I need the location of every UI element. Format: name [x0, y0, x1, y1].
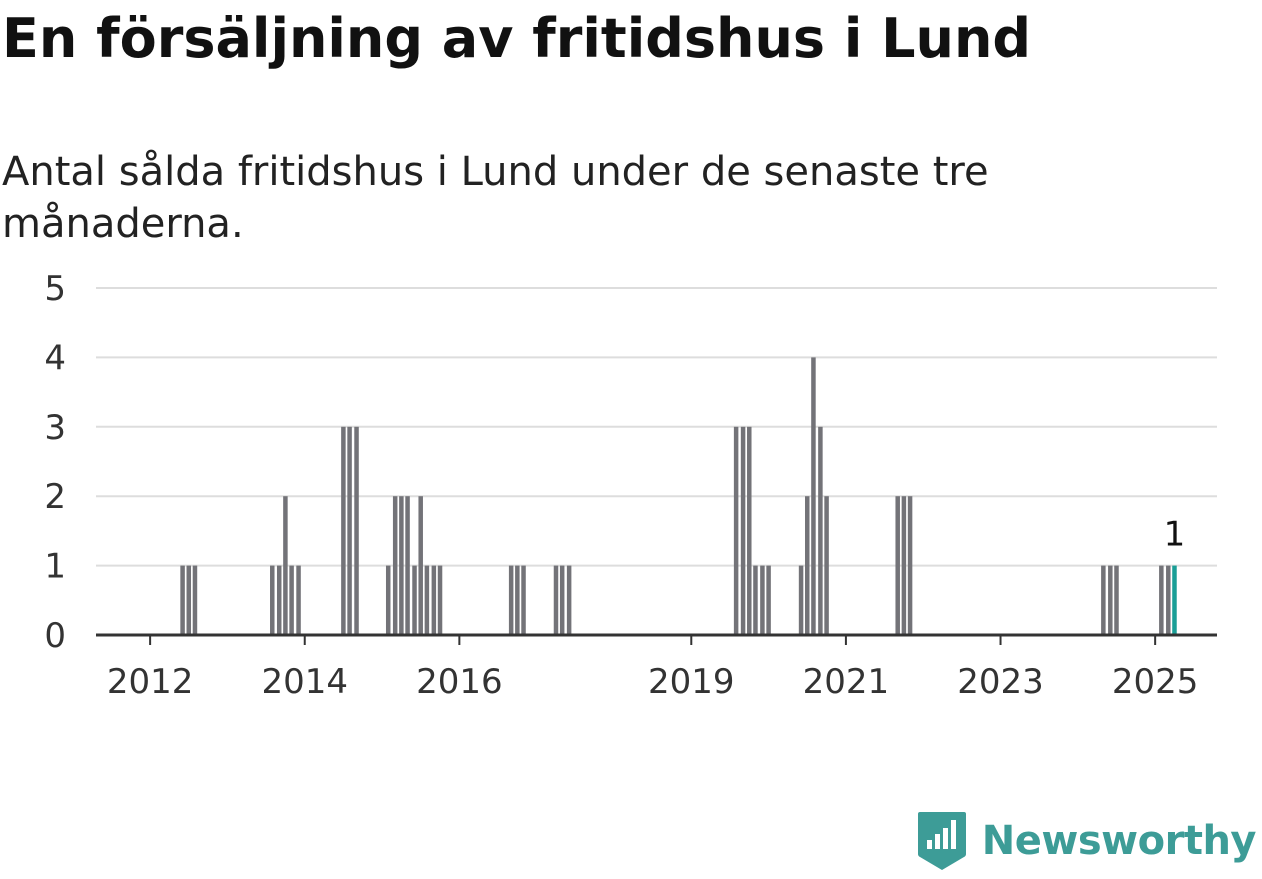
- bar: [424, 565, 430, 635]
- bar: [811, 357, 816, 635]
- bar: [180, 565, 185, 635]
- bar: [798, 565, 804, 635]
- x-tick-label: 2014: [261, 662, 348, 702]
- data-labels: 1: [1164, 515, 1186, 555]
- bar: [1159, 565, 1164, 635]
- y-tick-label: 1: [44, 547, 66, 587]
- bar: [753, 565, 758, 635]
- data-label: 1: [1164, 515, 1186, 555]
- bar: [1114, 565, 1119, 635]
- y-tick-label: 0: [44, 616, 66, 656]
- bar: [431, 565, 437, 635]
- x-tick-label: 2023: [957, 662, 1044, 702]
- brand-name: Newsworthy: [981, 818, 1257, 864]
- bar: [392, 496, 398, 635]
- bar: [347, 426, 352, 635]
- bar: [515, 565, 520, 635]
- grid-lines: [96, 287, 1217, 567]
- bar: [733, 426, 739, 635]
- bar: [1108, 565, 1113, 635]
- bar: [559, 565, 565, 635]
- y-tick-label: 3: [44, 408, 66, 448]
- bar: [747, 426, 752, 635]
- bar: [270, 565, 275, 635]
- bar: [289, 565, 294, 635]
- bar: [296, 565, 301, 635]
- bar: [399, 496, 404, 635]
- highlighted-bar: [1172, 565, 1177, 635]
- bar: [824, 496, 829, 635]
- bar-chart: 0 1 2 3 4 5 2012 2014 2016 2019 2021 2023 2025 1: [44, 269, 1217, 702]
- bar: [566, 565, 572, 635]
- chart-title: En försäljning av fritidshus i Lund: [2, 7, 1032, 70]
- bar: [901, 496, 907, 635]
- bar: [437, 565, 443, 635]
- bar: [521, 565, 526, 635]
- y-tick-label: 5: [44, 269, 66, 309]
- x-tick-label: 2016: [416, 662, 503, 702]
- newsworthy-logo: Newsworthy: [916, 809, 1257, 873]
- bars: [180, 357, 1177, 635]
- bar: [740, 426, 746, 635]
- bar: [283, 496, 288, 635]
- bar: [186, 565, 192, 635]
- y-axis-ticks: 0 1 2 3 4 5: [44, 269, 66, 656]
- bar: [907, 496, 913, 635]
- x-tick-label: 2019: [648, 662, 735, 702]
- bar: [341, 426, 346, 635]
- bar: [192, 565, 198, 635]
- bar: [508, 565, 514, 635]
- bar: [805, 496, 810, 635]
- bar: [412, 565, 417, 635]
- x-axis-ticks: 2012 2014 2016 2019 2021 2023 2025: [107, 635, 1199, 702]
- bar-chart-badge-icon: [917, 812, 966, 870]
- bar: [418, 496, 423, 635]
- x-tick-label: 2012: [107, 662, 194, 702]
- x-tick-label: 2021: [803, 662, 890, 702]
- bar: [760, 565, 765, 635]
- x-tick-label: 2025: [1112, 662, 1199, 702]
- bar: [895, 496, 900, 635]
- bar: [1166, 565, 1171, 635]
- bar: [405, 496, 410, 635]
- bar: [1101, 565, 1106, 635]
- bar: [354, 426, 359, 635]
- bar: [553, 565, 559, 635]
- bar: [818, 426, 823, 635]
- bar: [385, 565, 391, 635]
- y-tick-label: 2: [44, 477, 66, 517]
- chart-subtitle: Antal sålda fritidshus i Lund under de s…: [2, 149, 989, 247]
- y-tick-label: 4: [44, 338, 66, 378]
- bar: [766, 565, 771, 635]
- bar: [276, 565, 282, 635]
